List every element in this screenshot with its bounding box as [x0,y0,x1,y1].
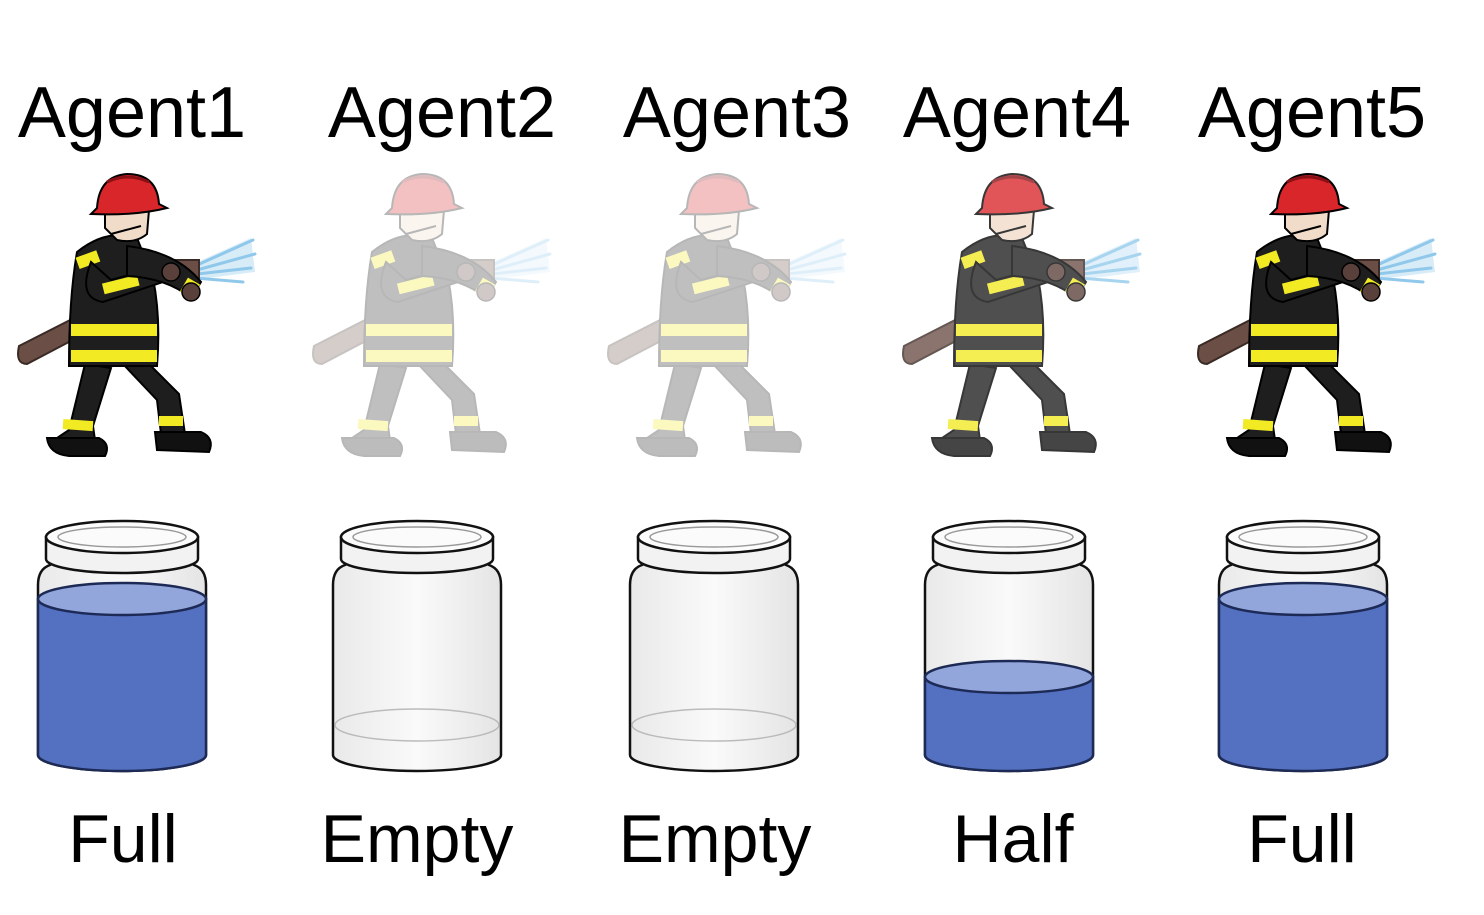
water-jar-icon [919,515,1099,780]
water-state-label: Empty [618,801,812,877]
water-state-label: Full [68,801,178,877]
agent-label: Agent2 [327,73,557,153]
water-state-label: Empty [320,801,514,877]
agent-label: Agent3 [622,73,852,153]
water-state-label: Full [1247,801,1357,877]
agent-label: Agent5 [1197,73,1427,153]
firefighter-icon [1187,168,1437,468]
water-jar-icon [624,515,804,780]
firefighter-icon [892,168,1142,468]
firefighter-icon [302,168,552,468]
agent-label: Agent4 [902,73,1132,153]
firefighter-icon [597,168,847,468]
water-jar-icon [1213,515,1393,780]
agent-label: Agent1 [17,73,247,153]
water-jar-icon [32,515,212,780]
firefighter-icon [7,168,257,468]
water-state-label: Half [952,801,1074,877]
water-jar-icon [327,515,507,780]
